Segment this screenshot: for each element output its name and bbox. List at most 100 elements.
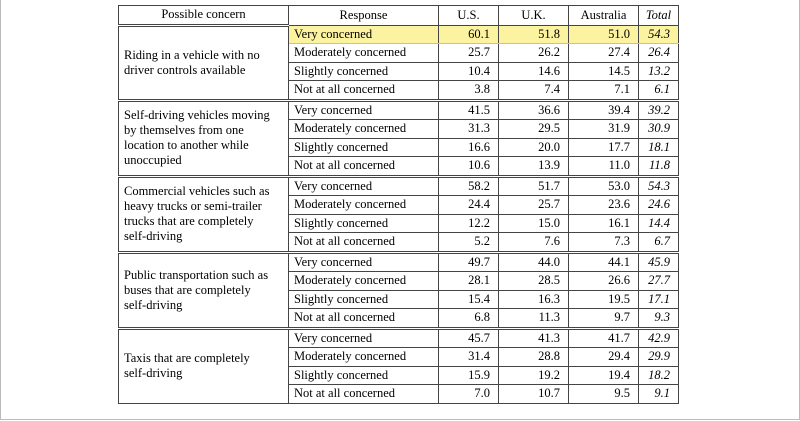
value-cell: 27.4 xyxy=(568,43,639,63)
data-row: Not at all concerned 7.0 10.7 9.5 9.1 xyxy=(119,384,679,404)
value-cell: 6.7 xyxy=(638,232,679,253)
data-row: Slightly concerned 15.4 16.3 19.5 17.1 xyxy=(119,289,679,309)
data-row: Slightly concerned 12.2 15.0 16.1 14.4 xyxy=(119,213,679,233)
value-cell: 9.3 xyxy=(638,308,679,329)
data-row: Not at all concerned 3.8 7.4 7.1 6.1 xyxy=(119,80,679,101)
value-cell: 45.7 xyxy=(438,326,499,348)
value-cell: 11.3 xyxy=(498,308,569,329)
response-cell: Very concerned xyxy=(288,24,439,44)
response-cell: Very concerned xyxy=(288,98,439,120)
value-cell: 19.2 xyxy=(498,365,569,385)
value-cell: 49.7 xyxy=(438,250,499,272)
value-cell: 18.1 xyxy=(638,137,679,157)
value-cell: 29.5 xyxy=(498,119,569,139)
response-cell: Not at all concerned xyxy=(288,156,439,177)
value-cell: 6.8 xyxy=(438,308,499,329)
value-cell: 7.1 xyxy=(568,80,639,101)
value-cell: 11.0 xyxy=(568,156,639,177)
value-cell: 3.8 xyxy=(438,80,499,101)
response-cell: Not at all concerned xyxy=(288,80,439,101)
value-cell: 17.1 xyxy=(638,289,679,309)
column-header: Total xyxy=(638,5,679,26)
value-cell: 44.1 xyxy=(568,250,639,272)
response-cell: Slightly concerned xyxy=(288,365,439,385)
column-header: Response xyxy=(288,5,439,26)
response-cell: Slightly concerned xyxy=(288,289,439,309)
column-header: U.S. xyxy=(438,5,499,26)
concern-cell: Taxis that are completely self-driving xyxy=(118,326,289,404)
value-cell: 26.4 xyxy=(638,43,679,63)
value-cell: 31.3 xyxy=(438,119,499,139)
value-cell: 31.9 xyxy=(568,119,639,139)
response-cell: Slightly concerned xyxy=(288,137,439,157)
value-cell: 30.9 xyxy=(638,119,679,139)
value-cell: 17.7 xyxy=(568,137,639,157)
value-cell: 14.6 xyxy=(498,61,569,81)
value-cell: 29.4 xyxy=(568,347,639,367)
value-cell: 25.7 xyxy=(438,43,499,63)
concern-cell: Riding in a vehicle with no driver contr… xyxy=(118,23,289,101)
value-cell: 16.1 xyxy=(568,213,639,233)
data-row: Moderately concerned 31.4 28.8 29.4 29.9 xyxy=(119,347,679,367)
value-cell: 25.7 xyxy=(498,195,569,215)
value-cell: 41.5 xyxy=(438,98,499,120)
data-row: Riding in a vehicle with no driver contr… xyxy=(118,23,679,101)
response-cell: Not at all concerned xyxy=(288,232,439,253)
data-row: Slightly concerned 10.4 14.6 14.5 13.2 xyxy=(119,61,679,81)
column-header: U.K. xyxy=(498,5,569,26)
value-cell: 39.2 xyxy=(638,98,679,120)
concern-table: Possible concern Response U.S. U.K. Australi… xyxy=(118,5,679,404)
value-cell: 16.6 xyxy=(438,137,499,157)
value-cell: 6.1 xyxy=(638,80,679,101)
value-cell: 39.4 xyxy=(568,98,639,120)
data-row: Self-driving vehicles moving by themselv… xyxy=(118,98,679,177)
concern-cell: Commercial vehicles such as heavy trucks… xyxy=(118,174,289,253)
response-cell: Slightly concerned xyxy=(288,61,439,81)
value-cell: 26.6 xyxy=(568,271,639,291)
value-cell: 28.5 xyxy=(498,271,569,291)
column-header: Australia xyxy=(568,5,639,26)
value-cell: 44.0 xyxy=(498,250,569,272)
value-cell: 26.2 xyxy=(498,43,569,63)
data-row: Public transportation such as buses that… xyxy=(118,250,679,329)
response-cell: Moderately concerned xyxy=(288,195,439,215)
value-cell: 20.0 xyxy=(498,137,569,157)
response-cell: Very concerned xyxy=(288,174,439,196)
data-row: Commercial vehicles such as heavy trucks… xyxy=(118,174,679,253)
value-cell: 54.3 xyxy=(638,174,679,196)
data-row: Slightly concerned 16.6 20.0 17.7 18.1 xyxy=(119,137,679,157)
value-cell: 15.9 xyxy=(438,365,499,385)
value-cell: 27.7 xyxy=(638,271,679,291)
value-cell: 9.1 xyxy=(638,384,679,404)
value-cell: 41.3 xyxy=(498,326,569,348)
response-cell: Moderately concerned xyxy=(288,119,439,139)
response-cell: Not at all concerned xyxy=(288,308,439,329)
value-cell: 19.4 xyxy=(568,365,639,385)
value-cell: 15.4 xyxy=(438,289,499,309)
value-cell: 58.2 xyxy=(438,174,499,196)
value-cell: 10.7 xyxy=(498,384,569,404)
concern-cell: Self-driving vehicles moving by themselv… xyxy=(118,98,289,177)
response-cell: Not at all concerned xyxy=(288,384,439,404)
data-row: Not at all concerned 6.8 11.3 9.7 9.3 xyxy=(119,308,679,329)
value-cell: 45.9 xyxy=(638,250,679,272)
value-cell: 54.3 xyxy=(638,24,679,44)
value-cell: 10.4 xyxy=(438,61,499,81)
response-cell: Very concerned xyxy=(288,250,439,272)
value-cell: 51.0 xyxy=(568,24,639,44)
data-row: Slightly concerned 15.9 19.2 19.4 18.2 xyxy=(119,365,679,385)
value-cell: 7.6 xyxy=(498,232,569,253)
value-cell: 10.6 xyxy=(438,156,499,177)
value-cell: 14.5 xyxy=(568,61,639,81)
value-cell: 41.7 xyxy=(568,326,639,348)
value-cell: 51.7 xyxy=(498,174,569,196)
value-cell: 31.4 xyxy=(438,347,499,367)
value-cell: 9.5 xyxy=(568,384,639,404)
data-row: Moderately concerned 24.4 25.7 23.6 24.6 xyxy=(119,195,679,215)
value-cell: 51.8 xyxy=(498,24,569,44)
data-row: Taxis that are completely self-driving Ve… xyxy=(118,326,679,404)
value-cell: 28.1 xyxy=(438,271,499,291)
value-cell: 18.2 xyxy=(638,365,679,385)
value-cell: 28.8 xyxy=(498,347,569,367)
value-cell: 23.6 xyxy=(568,195,639,215)
